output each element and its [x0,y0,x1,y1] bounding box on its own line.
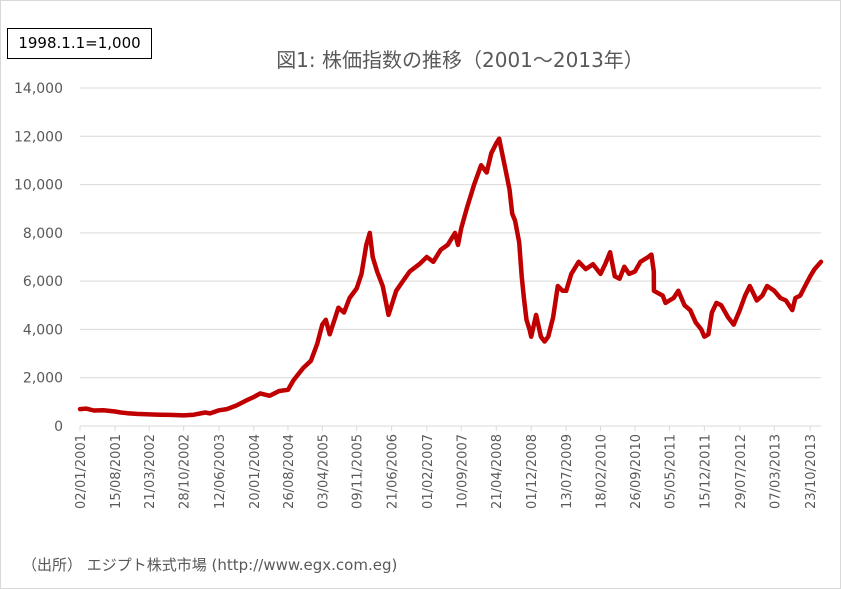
y-tick-label: 0 [54,419,63,435]
y-tick-label: 14,000 [14,81,63,97]
x-tick-label: 07/03/2013 [768,434,783,509]
x-axis: 02/01/2001 15/08/2001 21/03/2002 28/10/2002… [74,426,819,509]
x-tick-label: 20/01/2004 [248,434,263,509]
x-tick-label: 28/10/2002 [178,434,193,509]
x-tick-label: 01/12/2008 [525,434,540,509]
x-tick-label: 26/09/2010 [629,434,644,509]
x-tick-label: 01/02/2007 [421,434,436,509]
base-note: 1998.1.1=1,000 [7,28,152,59]
y-tick-label: 12,000 [14,129,63,145]
x-tick-label: 13/07/2009 [560,434,575,509]
y-tick-label: 10,000 [14,178,63,194]
x-tick-label: 26/08/2004 [282,434,297,509]
source-note: （出所） エジプト株式市場 (http://www.egx.com.eg) [22,556,398,574]
x-tick-label: 15/08/2001 [109,434,124,509]
x-tick-label: 15/12/2011 [698,434,713,509]
y-tick-label: 8,000 [23,226,63,242]
series-layer [77,136,824,418]
x-tick-label: 02/01/2001 [74,434,89,509]
x-tick-label: 21/06/2006 [386,434,401,509]
y-tick-label: 4,000 [23,322,63,338]
x-tick-label: 21/03/2002 [143,434,158,509]
series-line [77,136,824,418]
x-tick-label: 03/04/2005 [316,434,331,509]
y-axis: 0 2,000 4,000 6,000 8,000 10,000 12,000 14,000 [14,81,63,435]
x-tick-label: 05/05/2011 [663,434,678,509]
x-tick-label: 12/06/2003 [213,434,228,509]
x-tick-label: 10/09/2007 [455,434,470,509]
x-tick-label: 29/07/2012 [734,434,749,509]
x-tick-label: 21/04/2008 [490,434,505,509]
y-tick-label: 6,000 [23,274,63,290]
x-tick-label: 18/02/2010 [595,434,610,509]
x-tick-label: 09/11/2005 [351,434,366,509]
x-tick-label: 23/10/2013 [804,434,819,509]
gridlines [80,87,821,427]
y-tick-label: 2,000 [23,371,63,387]
chart-title: 図1: 株価指数の推移（2001～2013年） [276,48,644,72]
